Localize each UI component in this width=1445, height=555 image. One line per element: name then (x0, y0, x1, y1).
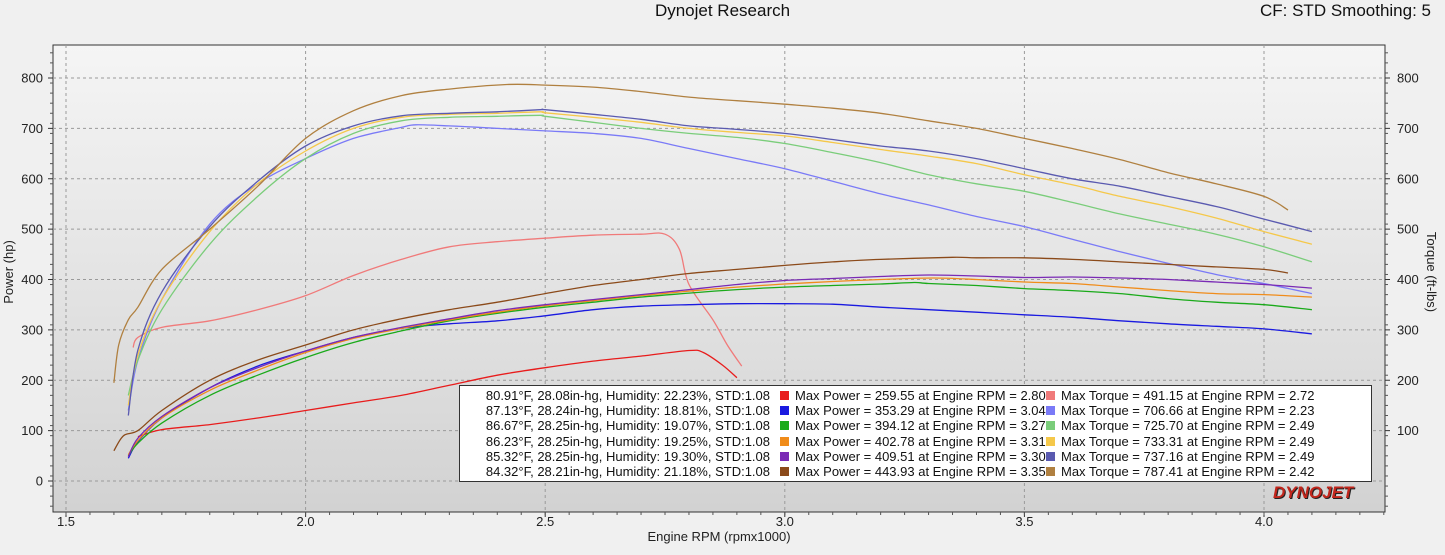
legend-torque-label: Max Torque = 787.41 at Engine RPM = 2.42 (1061, 463, 1315, 479)
y2-tick-label: 800 (1397, 71, 1419, 86)
legend-power-label: Max Power = 353.29 at Engine RPM = 3.04 (795, 403, 1046, 419)
legend-row: 86.67°F, 28.25in-hg, Humidity: 19.07%, S… (460, 418, 1371, 433)
legend-power-label: Max Power = 259.55 at Engine RPM = 2.80 (795, 388, 1046, 403)
power-line-run-4 (127, 277, 1312, 456)
x-tick-label: 2.5 (536, 514, 554, 529)
torque-line-run-1 (132, 232, 743, 367)
y-tick-label: 700 (21, 121, 43, 136)
legend-power-swatch (780, 436, 789, 446)
x-axis-label: Engine RPM (rpmx1000) (647, 529, 790, 544)
y2-tick-label: 400 (1397, 272, 1419, 287)
y-tick-label: 500 (21, 222, 43, 237)
chart-title: Dynojet Research (654, 1, 791, 20)
legend-power-label: Max Power = 443.93 at Engine RPM = 3.35 (795, 463, 1046, 479)
power-line-run-1 (137, 349, 738, 438)
power-line-run-6 (113, 256, 1289, 452)
legend-torque-entry: Max Torque = 733.31 at Engine RPM = 2.49 (1046, 434, 1314, 449)
legend-power-entry: Max Power = 402.78 at Engine RPM = 3.31 (780, 434, 1046, 449)
y-tick-label: 600 (21, 171, 43, 186)
legend-torque-entry: Max Torque = 491.15 at Engine RPM = 2.72 (1046, 388, 1314, 403)
legend-torque-label: Max Torque = 725.70 at Engine RPM = 2.49 (1061, 418, 1315, 434)
torque-line-run-5 (127, 108, 1313, 416)
legend-power-label: Max Power = 394.12 at Engine RPM = 3.27 (795, 418, 1046, 434)
legend-power-label: Max Power = 402.78 at Engine RPM = 3.31 (795, 433, 1046, 449)
legend-torque-entry: Max Torque = 725.70 at Engine RPM = 2.49 (1046, 418, 1314, 433)
legend-power-entry: Max Power = 353.29 at Engine RPM = 3.04 (780, 403, 1046, 418)
legend-torque-entry: Max Torque = 706.66 at Engine RPM = 2.23 (1046, 403, 1314, 418)
y-tick-label: 200 (21, 373, 43, 388)
legend-torque-swatch (1046, 421, 1055, 431)
legend-power-entry: Max Power = 409.51 at Engine RPM = 3.30 (780, 449, 1046, 464)
y2-tick-label: 100 (1397, 423, 1419, 438)
y-tick-label: 300 (21, 322, 43, 337)
legend-power-entry: Max Power = 443.93 at Engine RPM = 3.35 (780, 464, 1046, 479)
y-tick-label: 400 (21, 272, 43, 287)
power-line-run-5 (127, 274, 1312, 458)
x-tick-label: 4.0 (1255, 514, 1273, 529)
legend-power-swatch (780, 391, 789, 400)
legend-power-label: Max Power = 409.51 at Engine RPM = 3.30 (795, 448, 1046, 464)
legend-torque-swatch (1046, 436, 1055, 446)
legend: 80.91°F, 28.08in-hg, Humidity: 22.23%, S… (459, 385, 1372, 482)
legend-row: 86.23°F, 28.25in-hg, Humidity: 19.25%, S… (460, 434, 1371, 449)
legend-conditions: 87.13°F, 28.24in-hg, Humidity: 18.81%, S… (485, 403, 770, 419)
y2-tick-label: 500 (1397, 222, 1419, 237)
y2-axis-label: Torque (ft-lbs) (1424, 232, 1439, 312)
y-tick-label: 800 (21, 71, 43, 86)
legend-torque-label: Max Torque = 737.16 at Engine RPM = 2.49 (1061, 448, 1315, 464)
legend-torque-swatch (1046, 406, 1055, 416)
y-tick-label: 100 (21, 423, 43, 438)
legend-power-entry: Max Power = 259.55 at Engine RPM = 2.80 (780, 388, 1046, 403)
legend-torque-label: Max Torque = 733.31 at Engine RPM = 2.49 (1061, 433, 1315, 449)
legend-conditions: 85.32°F, 28.25in-hg, Humidity: 19.30%, S… (485, 448, 770, 464)
legend-torque-entry: Max Torque = 737.16 at Engine RPM = 2.49 (1046, 449, 1314, 464)
y2-tick-label: 300 (1397, 322, 1419, 337)
legend-torque-label: Max Torque = 491.15 at Engine RPM = 2.72 (1061, 388, 1315, 403)
power-line-run-3 (127, 281, 1312, 457)
legend-power-swatch (780, 451, 789, 461)
x-tick-label: 3.5 (1015, 514, 1033, 529)
legend-conditions: 86.67°F, 28.25in-hg, Humidity: 19.07%, S… (485, 418, 770, 434)
legend-row: 84.32°F, 28.21in-hg, Humidity: 21.18%, S… (460, 464, 1371, 479)
y-axis-label: Power (hp) (1, 240, 16, 304)
legend-row: 85.32°F, 28.25in-hg, Humidity: 19.30%, S… (460, 449, 1371, 464)
legend-conditions: 80.91°F, 28.08in-hg, Humidity: 22.23%, S… (485, 388, 770, 403)
legend-power-swatch (780, 466, 789, 476)
legend-torque-entry: Max Torque = 787.41 at Engine RPM = 2.42 (1046, 464, 1314, 479)
y2-tick-label: 200 (1397, 373, 1419, 388)
x-tick-label: 1.5 (57, 514, 75, 529)
legend-power-entry: Max Power = 394.12 at Engine RPM = 3.27 (780, 418, 1046, 433)
torque-line-run-6 (113, 83, 1289, 383)
legend-row: 87.13°F, 28.24in-hg, Humidity: 18.81%, S… (460, 403, 1371, 418)
y2-tick-label: 600 (1397, 171, 1419, 186)
x-tick-label: 2.0 (297, 514, 315, 529)
x-tick-label: 3.0 (776, 514, 794, 529)
legend-torque-swatch (1046, 466, 1055, 476)
dynojet-logo: DYNOJET (1273, 483, 1354, 502)
legend-torque-swatch (1046, 451, 1055, 461)
y-tick-label: 0 (36, 474, 43, 489)
correction-info: CF: STD Smoothing: 5 (1259, 1, 1431, 20)
power-line-run-2 (127, 302, 1312, 459)
legend-conditions: 86.23°F, 28.25in-hg, Humidity: 19.25%, S… (485, 433, 770, 449)
legend-row: 80.91°F, 28.08in-hg, Humidity: 22.23%, S… (460, 388, 1371, 403)
legend-torque-label: Max Torque = 706.66 at Engine RPM = 2.23 (1061, 403, 1315, 419)
legend-conditions: 84.32°F, 28.21in-hg, Humidity: 21.18%, S… (485, 463, 770, 479)
legend-torque-swatch (1046, 391, 1055, 400)
torque-line-run-3 (127, 114, 1313, 396)
legend-power-swatch (780, 406, 789, 416)
y2-tick-label: 700 (1397, 121, 1419, 136)
legend-power-swatch (780, 421, 789, 431)
